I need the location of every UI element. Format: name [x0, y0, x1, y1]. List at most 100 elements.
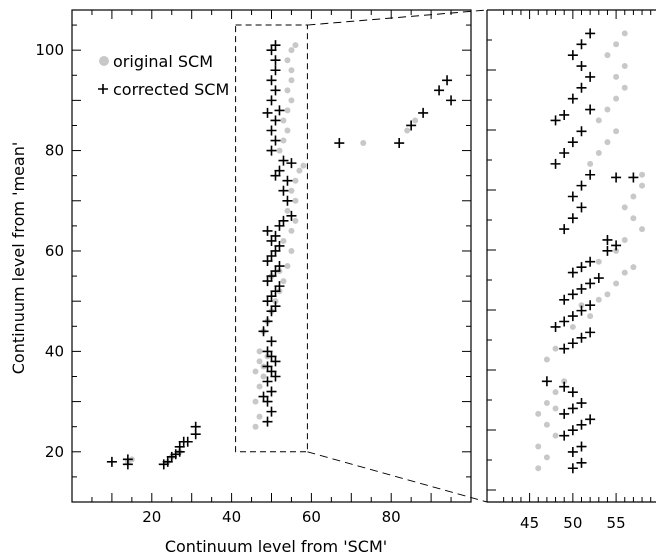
y-tick-label: 100: [35, 41, 64, 59]
data-point: [266, 291, 277, 302]
data-point: [561, 378, 568, 385]
data-point: [106, 456, 117, 467]
data-point: [162, 456, 173, 467]
data-point: [262, 346, 273, 357]
data-point: [418, 107, 429, 118]
data-point: [567, 463, 578, 474]
zoom-region-box: [235, 24, 308, 453]
data-point: [541, 376, 552, 387]
data-point: [446, 95, 457, 106]
data-point: [613, 95, 620, 102]
data-point: [595, 150, 602, 157]
data-point: [270, 40, 281, 51]
data-point: [543, 356, 550, 363]
data-point: [630, 215, 637, 222]
data-point: [621, 236, 628, 243]
y-tick-label: 20: [45, 443, 64, 461]
data-point: [122, 454, 133, 465]
legend-marker-original: [99, 56, 109, 66]
data-point: [406, 120, 417, 131]
data-point: [270, 55, 281, 66]
data-point: [280, 278, 287, 285]
legend-label-corrected: corrected SCM: [113, 80, 229, 99]
data-point: [576, 283, 587, 294]
data-point: [262, 276, 273, 287]
data-point: [288, 67, 295, 74]
data-point: [270, 230, 281, 241]
data-point: [628, 172, 639, 183]
data-point: [576, 202, 587, 213]
data-point: [559, 294, 570, 305]
data-point: [262, 361, 273, 372]
data-point: [256, 358, 263, 365]
data-point: [412, 117, 419, 124]
data-point: [567, 425, 578, 436]
data-point: [569, 323, 576, 330]
data-point: [559, 430, 570, 441]
data-point: [280, 117, 287, 124]
x-tick-label: 20: [142, 508, 161, 526]
data-point: [266, 235, 277, 246]
data-point: [576, 457, 587, 468]
data-point: [585, 327, 596, 338]
data-point: [543, 454, 550, 461]
y-tick-label: 80: [45, 142, 64, 160]
zoom-connector-bottom: [307, 451, 488, 503]
data-point: [262, 396, 273, 407]
data-point: [639, 182, 646, 189]
data-point: [621, 269, 628, 276]
data-point: [442, 75, 453, 86]
data-point: [585, 414, 596, 425]
data-point: [585, 300, 596, 311]
data-point: [604, 139, 611, 146]
data-point: [559, 224, 570, 235]
legend: original SCM corrected SCM: [98, 52, 229, 99]
data-point: [288, 187, 295, 194]
data-point: [587, 160, 594, 167]
data-point: [630, 264, 637, 271]
data-point: [621, 84, 628, 91]
data-point: [278, 155, 289, 166]
data-point: [270, 85, 281, 96]
data-point: [292, 42, 299, 49]
data-point: [266, 386, 277, 397]
data-point: [272, 298, 279, 305]
data-point: [602, 234, 613, 245]
data-point: [270, 245, 281, 256]
data-point: [576, 305, 587, 316]
data-point: [266, 75, 277, 86]
data-point: [559, 408, 570, 419]
data-point: [639, 226, 646, 233]
legend-label-original: original SCM: [113, 52, 213, 71]
data-point: [270, 135, 281, 146]
data-point: [585, 28, 596, 39]
data-point: [567, 137, 578, 148]
data-point: [613, 73, 620, 80]
data-point: [559, 343, 570, 354]
y-tick-label: 60: [45, 242, 64, 260]
data-point: [567, 50, 578, 61]
data-point: [604, 52, 611, 59]
data-point: [262, 316, 273, 327]
data-point: [288, 227, 295, 234]
data-point: [595, 258, 602, 265]
data-point: [576, 332, 587, 343]
data-point: [621, 204, 628, 211]
data-point: [559, 148, 570, 159]
data-point: [282, 195, 293, 206]
data-point: [535, 410, 542, 417]
data-point: [567, 403, 578, 414]
data-point: [266, 271, 277, 282]
data-point: [286, 210, 297, 221]
data-point: [595, 117, 602, 124]
data-point: [190, 421, 201, 432]
data-point: [270, 356, 281, 367]
data-point: [543, 400, 550, 407]
data-point: [270, 266, 281, 277]
data-point: [270, 301, 281, 312]
data-point: [434, 85, 445, 96]
data-point: [286, 158, 297, 169]
data-point: [621, 30, 628, 37]
data-point: [296, 167, 303, 174]
data-point: [282, 175, 293, 186]
